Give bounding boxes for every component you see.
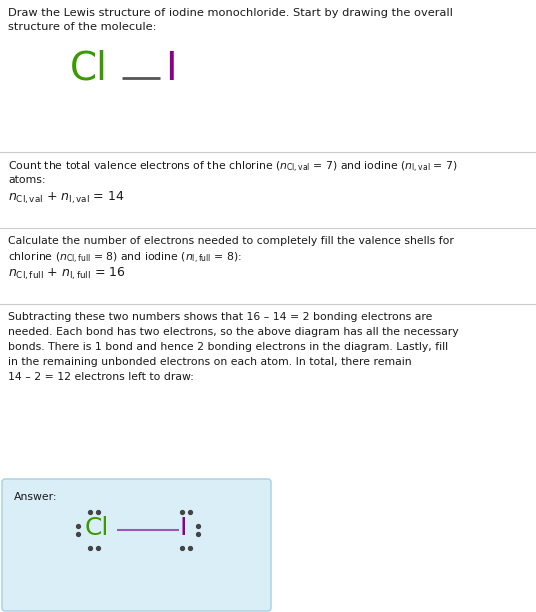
- Text: Count the total valence electrons of the chlorine ($n_\mathregular{Cl,val}$ = 7): Count the total valence electrons of the…: [8, 160, 458, 175]
- Text: in the remaining unbonded electrons on each atom. In total, there remain: in the remaining unbonded electrons on e…: [8, 357, 412, 367]
- Text: $n_\mathregular{Cl,full}$ + $n_\mathregular{I,full}$ = 16: $n_\mathregular{Cl,full}$ + $n_\mathregu…: [8, 266, 125, 282]
- Text: Cl: Cl: [85, 516, 109, 540]
- Text: chlorine ($n_\mathregular{Cl,full}$ = 8) and iodine ($n_\mathregular{I,full}$ = : chlorine ($n_\mathregular{Cl,full}$ = 8)…: [8, 251, 242, 266]
- Text: Calculate the number of electrons needed to completely fill the valence shells f: Calculate the number of electrons needed…: [8, 236, 454, 246]
- Text: bonds. There is 1 bond and hence 2 bonding electrons in the diagram. Lastly, fil: bonds. There is 1 bond and hence 2 bondi…: [8, 342, 448, 352]
- Text: Answer:: Answer:: [14, 492, 57, 502]
- Text: needed. Each bond has two electrons, so the above diagram has all the necessary: needed. Each bond has two electrons, so …: [8, 327, 459, 337]
- Text: I: I: [165, 50, 177, 88]
- Text: I: I: [180, 516, 188, 540]
- Text: atoms:: atoms:: [8, 175, 46, 185]
- Text: Cl: Cl: [70, 50, 108, 88]
- FancyBboxPatch shape: [2, 479, 271, 611]
- Text: Draw the Lewis structure of iodine monochloride. Start by drawing the overall
st: Draw the Lewis structure of iodine monoc…: [8, 8, 453, 32]
- Text: 14 – 2 = 12 electrons left to draw:: 14 – 2 = 12 electrons left to draw:: [8, 372, 194, 382]
- Text: $n_\mathregular{Cl,val}$ + $n_\mathregular{I,val}$ = 14: $n_\mathregular{Cl,val}$ + $n_\mathregul…: [8, 190, 124, 206]
- Text: Subtracting these two numbers shows that 16 – 14 = 2 bonding electrons are: Subtracting these two numbers shows that…: [8, 312, 433, 322]
